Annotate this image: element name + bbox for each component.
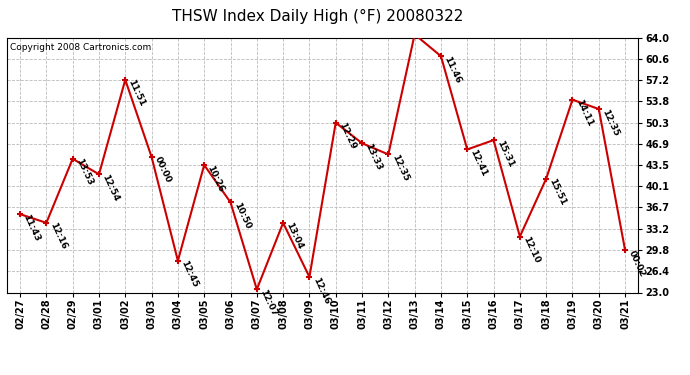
- Text: 12:29: 12:29: [337, 122, 357, 151]
- Text: 14:11: 14:11: [574, 98, 594, 128]
- Text: 12:35: 12:35: [600, 108, 620, 137]
- Text: 13:53: 13:53: [74, 158, 95, 187]
- Text: 10:26: 10:26: [206, 164, 226, 193]
- Text: 15:51: 15:51: [548, 177, 568, 207]
- Text: 11:43: 11:43: [21, 213, 42, 243]
- Text: 12:45: 12:45: [179, 260, 199, 289]
- Text: 13:04: 13:04: [284, 222, 305, 251]
- Text: 00:00: 00:00: [153, 156, 173, 185]
- Text: 11:46: 11:46: [442, 55, 463, 85]
- Text: 12:46: 12:46: [310, 276, 331, 305]
- Text: THSW Index Daily High (°F) 20080322: THSW Index Daily High (°F) 20080322: [172, 9, 463, 24]
- Text: 12:35: 12:35: [390, 153, 410, 183]
- Text: 00:02: 00:02: [627, 249, 647, 278]
- Text: 10:50: 10:50: [232, 201, 252, 231]
- Text: 13:31: 13:31: [0, 374, 1, 375]
- Text: 12:10: 12:10: [521, 235, 542, 265]
- Text: Copyright 2008 Cartronics.com: Copyright 2008 Cartronics.com: [10, 43, 151, 52]
- Text: 12:54: 12:54: [100, 173, 121, 203]
- Text: 11:51: 11:51: [127, 78, 147, 108]
- Text: 12:16: 12:16: [48, 222, 68, 251]
- Text: 12:41: 12:41: [469, 148, 489, 178]
- Text: 12:07: 12:07: [258, 288, 279, 318]
- Text: 15:31: 15:31: [495, 139, 515, 168]
- Text: 13:33: 13:33: [364, 142, 384, 172]
